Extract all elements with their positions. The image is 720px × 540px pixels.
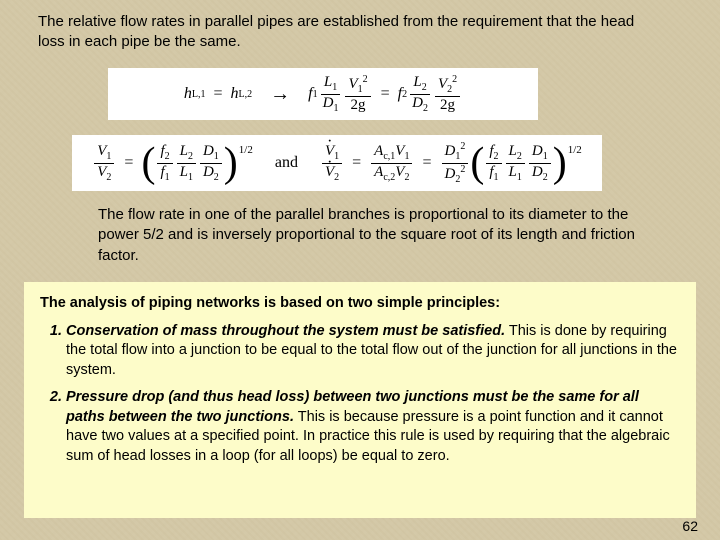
eq2-L1: L <box>180 164 188 180</box>
eq2-Ac1-Vsub: 1 <box>404 151 409 162</box>
principles-box: The analysis of piping networks is based… <box>24 282 696 518</box>
eq1-arrow: → <box>270 83 290 106</box>
eq1-2g-2: 2g <box>440 97 455 113</box>
equation-velocity-flow-ratio: V1 V2 = ( f2f1 L2L1 D1D2 ) 1/2 and V1 V2… <box>72 135 602 191</box>
eq2-D1b-sup: 2 <box>460 141 465 152</box>
eq2-Ac1: A <box>374 143 383 159</box>
eq1-f2-sub: 2 <box>402 89 407 100</box>
eq2-pow-2: 1/2 <box>568 144 582 156</box>
eq2-D2b-sub: 2 <box>455 174 460 185</box>
eq1-f1-sub: 1 <box>313 89 318 100</box>
eq2-D2a-sub: 2 <box>214 172 219 183</box>
eq2-D1a-sub: 1 <box>214 151 219 162</box>
eq2-f1-sub: 1 <box>165 172 170 183</box>
eq2-Vdot1-sub: 1 <box>334 151 339 162</box>
eq2-and: and <box>275 154 298 172</box>
eq2-D2ratio: D12 D22 <box>442 142 469 185</box>
eq1-V1: V <box>348 76 357 92</box>
eq1-V22g-2: V22 2g <box>435 75 460 113</box>
eq2-Ac2-sub: c,2 <box>383 172 395 183</box>
eq2-AcV-ratio: Ac,1V1 Ac,2V2 <box>371 144 412 183</box>
eq2-D2b-sup: 2 <box>460 164 465 175</box>
eq1-V1-sub: 1 <box>358 84 363 95</box>
principle-item-2: Pressure drop (and thus head loss) betwe… <box>66 388 680 466</box>
eq2-Vdot2: V <box>325 164 334 180</box>
eq1-D1-sub: 1 <box>333 103 338 114</box>
eq1-V2-sub: 2 <box>447 84 452 95</box>
eq1-L1: L <box>324 74 332 90</box>
eq1-hl2-sym: h <box>231 85 239 103</box>
eq1-D2: D <box>412 95 423 111</box>
eq1-L2: L <box>413 74 421 90</box>
eq1-V2: V <box>438 76 447 92</box>
eq2-equals-1: = <box>124 154 133 172</box>
eq2-V1V2: V1 V2 <box>94 144 114 183</box>
eq1-hl1-sym: h <box>184 85 192 103</box>
eq2-f2-sub: 2 <box>165 151 170 162</box>
eq2-Ac2-Vsub: 2 <box>404 172 409 183</box>
eq1-2g-1: 2g <box>351 97 366 113</box>
eq1-V2-sup: 2 <box>452 74 457 85</box>
intro-paragraph: The relative flow rates in parallel pipe… <box>38 12 658 53</box>
principle-item-1: Conservation of mass throughout the syst… <box>66 322 680 381</box>
eq2-f2b-sub: 2 <box>494 151 499 162</box>
eq2-D1b-sub: 1 <box>455 151 460 162</box>
eq2-D2b: D <box>445 166 456 182</box>
eq2-paren-2: ( f2f1 L2L1 D1D2 ) 1/2 <box>470 142 581 184</box>
eq1-D1: D <box>323 95 334 111</box>
eq1-V12g-1: V12 2g <box>345 75 370 113</box>
eq2-V1-sub: 1 <box>106 151 111 162</box>
eq2-L1b: L <box>509 164 517 180</box>
eq1-L1D1: L1 D1 <box>320 75 342 114</box>
eq2-Ac1-sub: c,1 <box>383 151 395 162</box>
eq2-D1c-sub: 1 <box>543 151 548 162</box>
eq2-equals-2: = <box>352 154 361 172</box>
eq2-f1b-sub: 1 <box>494 172 499 183</box>
eq1-V1-sup: 2 <box>363 74 368 85</box>
eq1-L2-sub: 2 <box>422 82 427 93</box>
mid-paragraph: The flow rate in one of the parallel bra… <box>98 205 638 266</box>
eq2-D1b: D <box>445 143 456 159</box>
eq2-Vdot2-sub: 2 <box>334 172 339 183</box>
eq2-Vdot-ratio: V1 V2 <box>322 144 342 183</box>
eq2-Ac2: A <box>374 164 383 180</box>
eq2-D1c: D <box>532 143 543 159</box>
eq1-hl2-sub: L,2 <box>239 89 253 100</box>
eq2-paren-1: ( f2f1 L2L1 D1D2 ) 1/2 <box>141 142 252 184</box>
eq2-D2c-sub: 2 <box>543 172 548 183</box>
eq2-V2-sub: 2 <box>106 172 111 183</box>
eq2-L2b: L <box>509 143 517 159</box>
eq1-equals-2: = <box>381 85 390 103</box>
eq2-L1-sub: 1 <box>188 172 193 183</box>
eq1-D2-sub: 2 <box>423 103 428 114</box>
eq1-equals-1: = <box>214 85 223 103</box>
eq2-L2-sub: 2 <box>188 151 193 162</box>
eq1-L1-sub: 1 <box>332 82 337 93</box>
principles-heading: The analysis of piping networks is based… <box>40 294 680 314</box>
eq2-L2: L <box>180 143 188 159</box>
eq2-L2b-sub: 2 <box>517 151 522 162</box>
eq2-equals-3: = <box>422 154 431 172</box>
equation-head-loss-equal: hL,1 = hL,2 → f1 L1 D1 V12 2g = f2 L2 D2… <box>108 68 538 120</box>
eq1-L2D2: L2 D2 <box>409 75 431 114</box>
principle-1-lead: Conservation of mass throughout the syst… <box>66 323 505 339</box>
eq2-D2c: D <box>532 164 543 180</box>
eq2-D2a: D <box>203 164 214 180</box>
eq2-L1b-sub: 1 <box>517 172 522 183</box>
page-number: 62 <box>682 518 698 534</box>
eq1-hl1-sub: L,1 <box>192 89 206 100</box>
eq2-pow-1: 1/2 <box>239 144 253 156</box>
eq2-D1a: D <box>203 143 214 159</box>
